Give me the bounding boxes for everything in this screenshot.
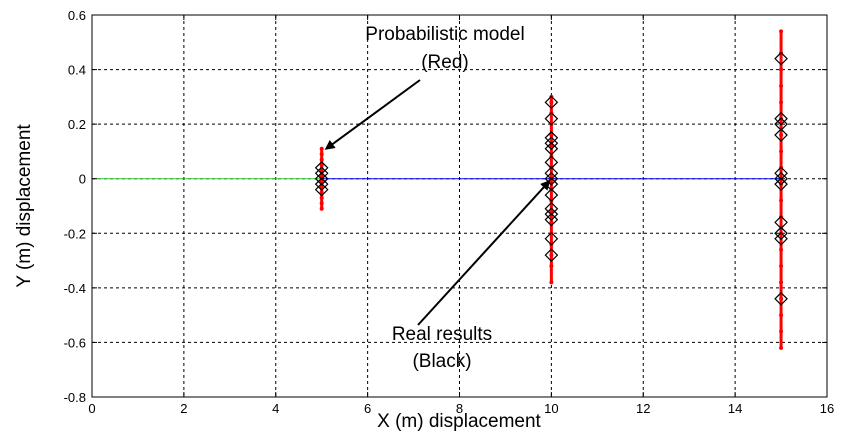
x-tick-label: 16 [820, 401, 834, 416]
red-point [319, 190, 324, 195]
red-point [319, 152, 324, 157]
red-point [319, 163, 324, 168]
red-point [319, 206, 324, 211]
y-tick-label: -0.8 [64, 390, 86, 405]
black-diamond-point [544, 171, 559, 186]
tick-labels: 0 2 4 6 8 10 12 14 16 0.6 0.4 0.2 0 -0.2 -0.4 -0.6 -0.8 [64, 8, 835, 416]
black-diamond-point [544, 136, 559, 151]
black-diamond-point [774, 177, 788, 192]
red-point [549, 209, 554, 214]
annotations: Probabilistic model (Red) Real results (Bla… [324, 24, 551, 372]
red-point [779, 83, 784, 88]
y-tick-label: 0.6 [68, 8, 86, 23]
y-tick-label: 0 [79, 172, 86, 187]
red-point [549, 143, 554, 148]
red-point [779, 100, 784, 105]
red-point [779, 345, 784, 350]
annotation-text: Real results [392, 324, 492, 345]
red-point [319, 184, 324, 189]
red-point [779, 329, 784, 334]
black-diamond-point [314, 177, 329, 192]
black-diamond-point [544, 130, 559, 145]
red-point [549, 264, 554, 269]
annotation-text: Probabilistic model [365, 24, 524, 45]
black-diamond-point [544, 248, 559, 262]
x-tick-label: 2 [180, 401, 187, 416]
black-diamond-point [774, 128, 788, 142]
red-point [319, 179, 324, 184]
black-diamond-point [544, 207, 559, 222]
data-marks [314, 29, 788, 350]
black-diamond-point [774, 215, 788, 230]
black-diamond-point [544, 188, 559, 202]
black-diamond-point [544, 141, 559, 156]
x-tick-label: 8 [456, 401, 463, 416]
black-diamond-point [774, 226, 788, 241]
annotation-text: (Black) [412, 351, 471, 372]
red-point [319, 146, 324, 151]
black-diamond-point [314, 171, 329, 186]
black-diamond-point [544, 231, 559, 246]
y-tick-label: -0.4 [64, 281, 86, 296]
black-diamond-point [544, 155, 559, 170]
y-tick-label: 0.4 [68, 63, 86, 78]
x-tick-label: 0 [88, 401, 95, 416]
y-tick-label: -0.2 [64, 226, 86, 241]
black-diamond-point [544, 95, 559, 110]
annotation-arrow [417, 179, 551, 326]
red-point [549, 100, 554, 105]
black-diamond-point [314, 160, 329, 175]
red-point [549, 220, 554, 225]
black-diamond-point [774, 166, 788, 181]
x-tick-label: 12 [636, 401, 650, 416]
grid [92, 15, 827, 397]
black-diamond-point [774, 171, 788, 186]
red-point [779, 264, 784, 269]
x-tick-label: 4 [272, 401, 279, 416]
black-diamond-point [544, 212, 559, 227]
red-point [779, 133, 784, 138]
black-diamond-point [544, 201, 559, 216]
black-diamond-point [774, 117, 788, 131]
red-point [319, 173, 324, 178]
annotation-arrow [324, 79, 421, 150]
red-point [779, 280, 784, 285]
red-point [319, 168, 324, 173]
black-diamond-point [544, 111, 559, 126]
red-point [319, 195, 324, 200]
red-point [319, 201, 324, 206]
black-diamond-point [774, 291, 788, 306]
red-point [319, 157, 324, 162]
y-tick-label: 0.2 [68, 117, 86, 132]
black-diamond-point [774, 111, 788, 126]
annotation-text: (Red) [421, 52, 469, 73]
black-diamond-point [774, 51, 788, 66]
red-point [779, 67, 784, 72]
black-diamond-point [314, 166, 329, 181]
x-tick-label: 6 [364, 401, 371, 416]
x-axis-label: X (m) displacement [377, 411, 541, 432]
red-point [779, 247, 784, 252]
x-tick-label: 14 [728, 401, 742, 416]
y-axis-label: Y (m) displacement [14, 124, 35, 288]
black-diamond-point [774, 231, 788, 246]
red-point [779, 313, 784, 318]
red-point [549, 253, 554, 258]
y-tick-label: -0.6 [64, 335, 86, 350]
black-diamond-point [544, 166, 559, 181]
red-point [779, 149, 784, 154]
red-point [779, 29, 784, 34]
red-point [779, 296, 784, 301]
red-point [549, 280, 554, 285]
black-diamond-point [314, 182, 329, 197]
red-point [779, 198, 784, 203]
red-point [549, 133, 554, 138]
x-tick-label: 10 [544, 401, 558, 416]
